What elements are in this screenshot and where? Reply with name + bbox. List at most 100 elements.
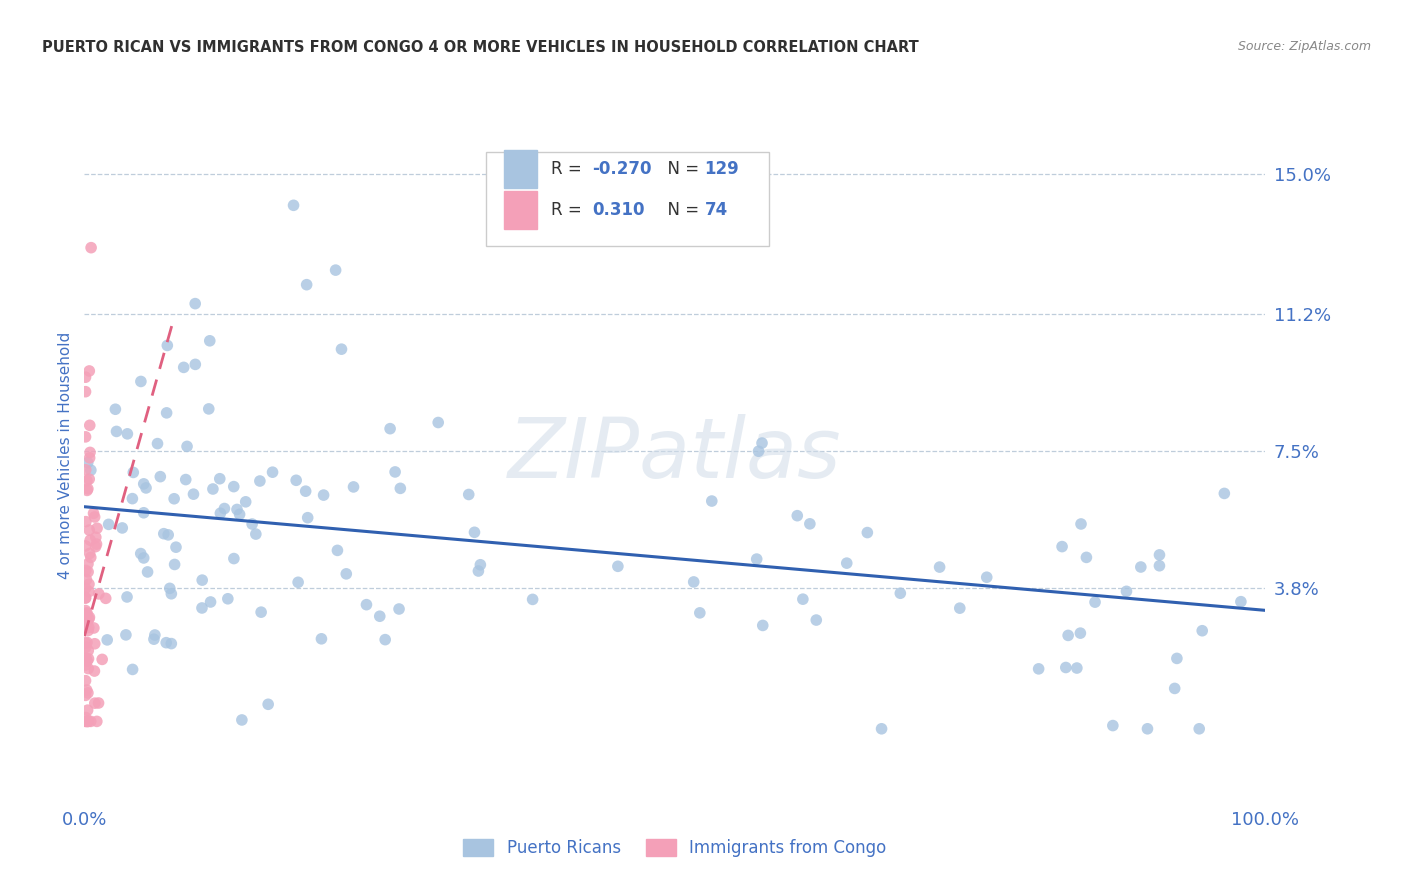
Point	[249, 474, 271, 488]
Point	[86, 521, 108, 535]
Point	[342, 480, 364, 494]
Point	[83, 637, 105, 651]
Point	[84, 530, 107, 544]
Point	[214, 501, 236, 516]
Point	[76, 483, 98, 498]
Point	[889, 586, 911, 600]
Point	[79, 610, 101, 624]
Point	[75, 591, 97, 606]
Text: PUERTO RICAN VS IMMIGRANTS FROM CONGO 4 OR MORE VEHICLES IN HOUSEHOLD CORRELATIO: PUERTO RICAN VS IMMIGRANTS FROM CONGO 4 …	[42, 40, 920, 55]
Text: N =: N =	[657, 202, 704, 219]
Point	[786, 508, 808, 523]
Point	[76, 606, 98, 620]
Point	[262, 465, 284, 479]
Point	[1076, 550, 1098, 565]
Point	[208, 472, 231, 486]
Point	[250, 605, 273, 619]
Point	[1129, 560, 1152, 574]
Point	[163, 558, 186, 572]
Point	[245, 527, 267, 541]
Point	[1054, 660, 1077, 674]
Point	[457, 487, 479, 501]
Point	[111, 521, 134, 535]
Point	[191, 601, 214, 615]
Point	[368, 609, 391, 624]
Point	[75, 689, 97, 703]
Point	[198, 334, 221, 348]
Point	[792, 592, 814, 607]
Point	[122, 466, 145, 480]
Point	[75, 384, 97, 399]
Point	[94, 591, 117, 606]
Point	[287, 575, 309, 590]
Point	[297, 510, 319, 524]
Text: R =: R =	[551, 202, 586, 219]
Point	[1149, 558, 1171, 573]
Point	[143, 628, 166, 642]
Point	[83, 507, 105, 521]
Point	[1230, 595, 1253, 609]
Point	[76, 703, 98, 717]
Point	[80, 550, 103, 565]
Point	[389, 481, 412, 495]
Point	[79, 418, 101, 433]
Point	[77, 612, 100, 626]
Point	[240, 516, 263, 531]
Point	[146, 436, 169, 450]
Point	[155, 635, 177, 649]
Point	[75, 710, 97, 724]
Point	[949, 601, 972, 615]
Point	[1188, 722, 1211, 736]
Point	[1213, 486, 1236, 500]
Point	[835, 556, 858, 570]
Point	[75, 581, 97, 595]
Point	[97, 517, 120, 532]
Point	[149, 469, 172, 483]
Point	[83, 664, 105, 678]
Point	[76, 607, 98, 622]
Text: 74: 74	[704, 202, 728, 219]
Point	[79, 450, 101, 465]
Point	[75, 636, 97, 650]
Point	[156, 406, 179, 420]
Y-axis label: 4 or more Vehicles in Household: 4 or more Vehicles in Household	[58, 331, 73, 579]
Point	[374, 632, 396, 647]
Point	[226, 502, 249, 516]
Point	[152, 526, 174, 541]
Point	[76, 683, 98, 698]
Point	[83, 621, 105, 635]
Point	[1066, 661, 1088, 675]
Point	[606, 559, 628, 574]
Text: -0.270: -0.270	[592, 160, 652, 178]
Point	[160, 637, 183, 651]
Point	[174, 473, 197, 487]
Point	[76, 635, 98, 649]
Point	[75, 714, 97, 729]
Point	[384, 465, 406, 479]
Text: 129: 129	[704, 160, 740, 178]
Point	[467, 564, 489, 578]
Point	[231, 713, 253, 727]
Legend: Puerto Ricans, Immigrants from Congo: Puerto Ricans, Immigrants from Congo	[457, 832, 893, 864]
Point	[1050, 540, 1073, 554]
Point	[96, 632, 118, 647]
Point	[1115, 584, 1137, 599]
Point	[80, 241, 103, 255]
Point	[80, 714, 103, 729]
Point	[75, 430, 97, 444]
Point	[1028, 662, 1050, 676]
Point	[104, 402, 127, 417]
Point	[142, 632, 165, 647]
Point	[105, 425, 128, 439]
Point	[928, 560, 950, 574]
Point	[77, 662, 100, 676]
Point	[311, 632, 333, 646]
Point	[87, 587, 110, 601]
Point	[184, 296, 207, 310]
Point	[1149, 548, 1171, 562]
Point	[745, 552, 768, 566]
Point	[121, 662, 143, 676]
Point	[1057, 628, 1080, 642]
Point	[156, 338, 179, 352]
Point	[132, 506, 155, 520]
